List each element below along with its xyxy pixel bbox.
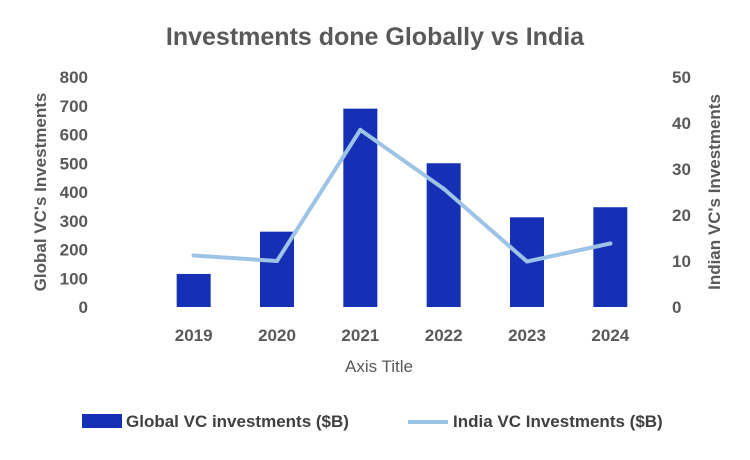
legend-label-global: Global VC investments ($B): [126, 412, 349, 431]
left-tick-label: 800: [60, 68, 88, 87]
india-point-2024: [608, 241, 613, 246]
india-point-2022: [441, 186, 446, 191]
left-tick-label: 400: [60, 183, 88, 202]
india-point-2019: [191, 253, 196, 258]
x-axis-ticks: 2019 2020 2021 2022 2023 2024: [175, 326, 630, 345]
left-tick-label: 0: [79, 298, 88, 317]
right-axis-title: Indian VC's Investments: [705, 94, 724, 290]
x-tick-label: 2020: [258, 326, 296, 345]
x-tick-label: 2021: [341, 326, 379, 345]
india-line: [191, 127, 613, 264]
left-tick-label: 200: [60, 241, 88, 260]
x-tick-label: 2019: [175, 326, 213, 345]
right-tick-label: 20: [672, 206, 691, 225]
legend-label-india: India VC Investments ($B): [453, 412, 663, 431]
right-tick-label: 50: [672, 68, 691, 87]
x-tick-label: 2022: [425, 326, 463, 345]
left-tick-label: 300: [60, 212, 88, 231]
line-series: [191, 127, 613, 264]
chart-title: Investments done Globally vs India: [166, 23, 585, 51]
bar-2019: [176, 273, 211, 307]
right-tick-label: 10: [672, 252, 691, 271]
india-point-2020: [275, 259, 279, 263]
x-tick-label: 2023: [508, 326, 546, 345]
right-axis-ticks: 0 10 20 30 40 50: [672, 68, 691, 317]
bar-series: [176, 108, 628, 307]
x-tick-label: 2024: [591, 326, 629, 345]
left-tick-label: 500: [60, 154, 88, 173]
left-tick-label: 600: [60, 126, 88, 145]
bar-2021: [343, 108, 378, 307]
india-point-2021: [358, 127, 363, 132]
legend: Global VC investments ($B) India VC Inve…: [82, 412, 663, 431]
left-axis-ticks: 0 100 200 300 400 500 600 700 800: [60, 68, 88, 317]
bar-2022: [426, 163, 461, 307]
legend-swatch-global: [82, 414, 122, 428]
right-tick-label: 40: [672, 114, 691, 133]
right-tick-label: 30: [672, 160, 691, 179]
india-point-2023: [525, 259, 529, 264]
left-tick-label: 700: [60, 97, 88, 116]
bar-2024: [593, 207, 628, 307]
right-tick-label: 0: [672, 298, 681, 317]
x-axis-title: Axis Title: [345, 357, 413, 376]
left-tick-label: 100: [60, 269, 88, 288]
left-axis-title: Global VC's Investments: [31, 93, 50, 292]
